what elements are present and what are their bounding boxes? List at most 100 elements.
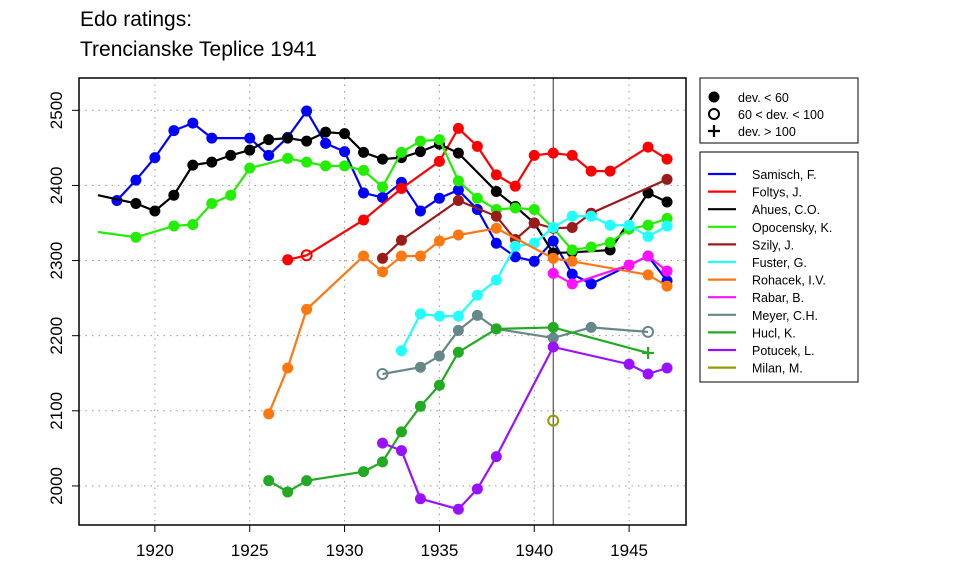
data-point xyxy=(433,192,445,204)
data-point xyxy=(377,456,388,468)
data-point xyxy=(414,135,426,147)
data-point xyxy=(339,146,351,158)
legend-marker xyxy=(708,108,720,120)
data-point xyxy=(358,466,370,478)
data-point xyxy=(263,149,275,161)
legend-box xyxy=(699,151,859,383)
data-point xyxy=(414,250,426,262)
data-point xyxy=(206,156,218,168)
data-point xyxy=(547,267,559,279)
data-point xyxy=(452,503,464,515)
data-point xyxy=(433,350,445,362)
data-point xyxy=(282,132,294,144)
data-point xyxy=(490,185,502,197)
data-point xyxy=(395,146,407,158)
data-point xyxy=(225,189,237,201)
data-point xyxy=(377,153,388,165)
data-point xyxy=(414,205,426,217)
data-point xyxy=(490,323,502,335)
data-point xyxy=(414,493,426,505)
data-point xyxy=(642,368,654,380)
data-point xyxy=(377,181,388,193)
x-tick-label: 1935 xyxy=(420,541,458,560)
data-point xyxy=(585,210,597,222)
data-point xyxy=(490,169,502,181)
x-tick-label: 1920 xyxy=(136,541,174,560)
data-point xyxy=(187,159,199,171)
data-point xyxy=(642,219,654,231)
data-point xyxy=(623,358,635,370)
data-point xyxy=(452,122,464,134)
data-point xyxy=(433,379,445,391)
data-point xyxy=(452,147,464,159)
data-point xyxy=(395,182,407,194)
data-point xyxy=(358,146,370,158)
data-point xyxy=(471,192,483,204)
data-point xyxy=(566,149,578,161)
data-point xyxy=(566,268,578,280)
data-point xyxy=(433,310,445,322)
series-meyer-c-h xyxy=(376,309,655,380)
data-point xyxy=(282,254,294,266)
data-point xyxy=(301,475,313,487)
data-point xyxy=(282,152,294,164)
legend-label: Samisch, F. xyxy=(752,168,817,182)
data-point xyxy=(433,134,445,146)
data-point xyxy=(395,250,407,262)
series-potucek-l xyxy=(377,341,673,515)
data-point xyxy=(642,250,654,262)
legend-label: Szily, J. xyxy=(752,238,794,252)
series-line xyxy=(287,126,668,261)
data-point xyxy=(509,202,521,214)
data-point xyxy=(206,132,218,144)
data-point xyxy=(358,214,370,226)
data-point xyxy=(528,149,540,161)
data-point xyxy=(414,361,426,373)
data-point xyxy=(433,235,445,247)
y-tick-label: 2400 xyxy=(47,167,66,205)
data-point xyxy=(452,346,464,358)
data-point xyxy=(320,126,332,138)
series-milan-m xyxy=(547,414,560,427)
data-point xyxy=(301,156,313,168)
data-point xyxy=(376,367,389,380)
data-point xyxy=(263,408,275,420)
y-tick-label: 2000 xyxy=(47,467,66,505)
data-point xyxy=(547,321,559,333)
legend-box xyxy=(699,77,859,144)
data-point xyxy=(263,134,275,146)
data-point xyxy=(642,231,654,243)
data-point xyxy=(490,451,502,463)
data-point xyxy=(509,180,521,192)
data-point xyxy=(206,197,218,209)
data-point xyxy=(452,175,464,187)
data-point xyxy=(149,152,161,164)
data-point xyxy=(358,250,370,262)
legend-players: Samisch, F. Foltys, J. Ahues, C.O. Opocensk… xyxy=(699,151,859,383)
data-point xyxy=(452,324,464,336)
data-point xyxy=(547,252,559,264)
series-szily-j xyxy=(377,173,673,264)
data-point xyxy=(604,165,616,177)
data-point xyxy=(301,135,313,147)
data-point xyxy=(320,137,332,149)
data-point xyxy=(509,240,521,252)
y-tick-label: 2500 xyxy=(47,91,66,129)
data-point xyxy=(661,265,673,277)
legend-label: Meyer, C.H. xyxy=(752,309,818,323)
legend-marker xyxy=(708,125,720,137)
series-hucl-k xyxy=(263,321,655,498)
data-point xyxy=(320,160,332,172)
data-point xyxy=(547,235,559,247)
data-point xyxy=(604,237,616,249)
data-point xyxy=(471,289,483,301)
series-line xyxy=(97,138,668,252)
series-ahues-c-o xyxy=(97,126,673,259)
data-point xyxy=(642,141,654,153)
x-tick-label: 1945 xyxy=(610,541,648,560)
data-point xyxy=(263,475,275,487)
data-point xyxy=(642,346,655,359)
data-point xyxy=(339,160,351,172)
data-point xyxy=(130,174,142,186)
